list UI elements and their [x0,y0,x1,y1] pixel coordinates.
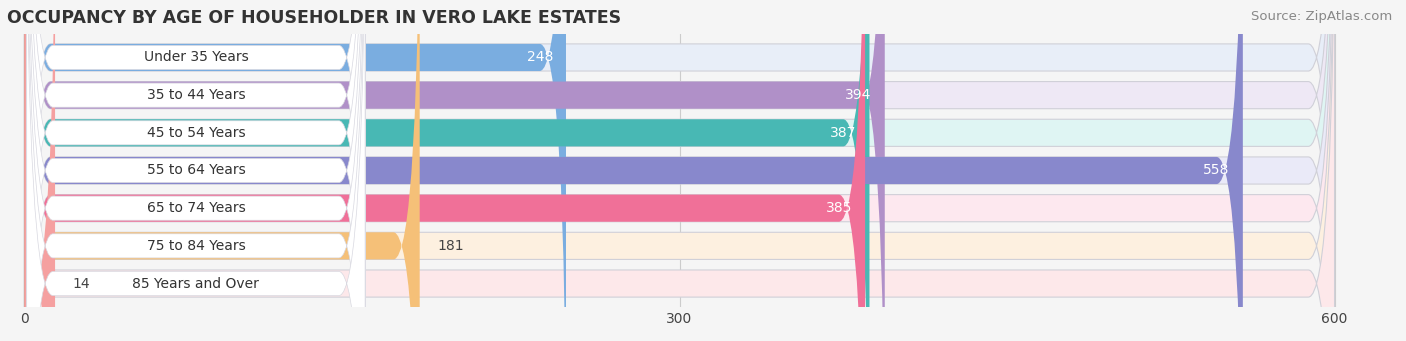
Text: 55 to 64 Years: 55 to 64 Years [146,163,245,178]
FancyBboxPatch shape [24,0,567,341]
Text: Source: ZipAtlas.com: Source: ZipAtlas.com [1251,10,1392,23]
Text: OCCUPANCY BY AGE OF HOUSEHOLDER IN VERO LAKE ESTATES: OCCUPANCY BY AGE OF HOUSEHOLDER IN VERO … [7,9,621,27]
FancyBboxPatch shape [24,0,1334,341]
FancyBboxPatch shape [24,0,865,341]
FancyBboxPatch shape [24,0,1334,341]
FancyBboxPatch shape [24,0,884,341]
FancyBboxPatch shape [24,0,1334,341]
FancyBboxPatch shape [24,0,1334,341]
Text: Under 35 Years: Under 35 Years [143,50,249,64]
FancyBboxPatch shape [24,0,55,341]
FancyBboxPatch shape [24,0,420,341]
Text: 387: 387 [830,126,856,140]
FancyBboxPatch shape [24,0,1334,341]
Text: 85 Years and Over: 85 Years and Over [132,277,259,291]
Text: 181: 181 [437,239,464,253]
Text: 394: 394 [845,88,872,102]
FancyBboxPatch shape [27,0,366,341]
FancyBboxPatch shape [24,0,1334,341]
FancyBboxPatch shape [27,0,366,341]
FancyBboxPatch shape [27,0,366,341]
Text: 248: 248 [526,50,553,64]
FancyBboxPatch shape [27,0,366,341]
FancyBboxPatch shape [27,0,366,341]
FancyBboxPatch shape [24,0,869,341]
Text: 14: 14 [73,277,90,291]
Text: 558: 558 [1204,163,1230,178]
Text: 45 to 54 Years: 45 to 54 Years [146,126,245,140]
FancyBboxPatch shape [27,0,366,341]
Text: 35 to 44 Years: 35 to 44 Years [146,88,245,102]
FancyBboxPatch shape [24,0,1243,341]
FancyBboxPatch shape [27,0,366,341]
Text: 75 to 84 Years: 75 to 84 Years [146,239,245,253]
Text: 65 to 74 Years: 65 to 74 Years [146,201,245,215]
FancyBboxPatch shape [24,0,1334,341]
Text: 385: 385 [825,201,852,215]
